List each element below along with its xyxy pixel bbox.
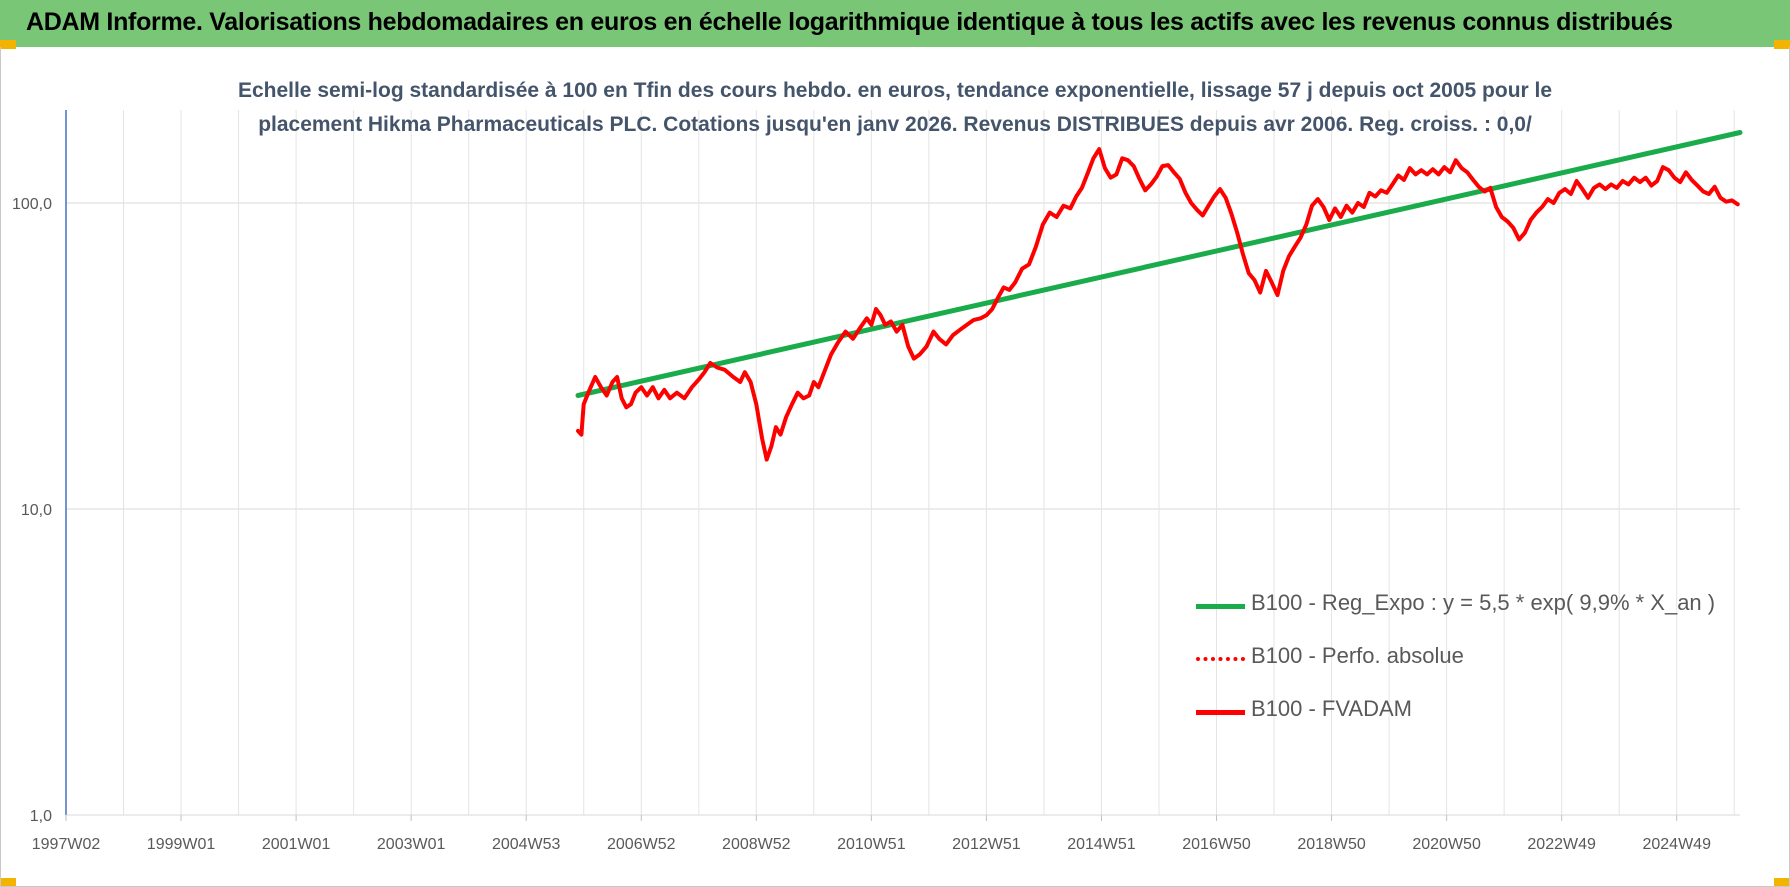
y-tick-label: 100,0 xyxy=(12,196,52,213)
legend-label-perfo-absolue: B100 - Perfo. absolue xyxy=(1251,643,1464,668)
x-tick-label: 2004W53 xyxy=(492,836,561,853)
corner-marker-bottom-left xyxy=(0,878,16,887)
corner-marker-right xyxy=(1774,40,1790,49)
x-tick-label: 2006W52 xyxy=(607,836,676,853)
title-banner: ADAM Informe. Valorisations hebdomadaire… xyxy=(0,0,1790,47)
y-tick-label: 10,0 xyxy=(21,502,52,519)
x-tick-label: 2018W50 xyxy=(1297,836,1366,853)
x-tick-label: 2003W01 xyxy=(377,836,446,853)
series-layer xyxy=(575,130,1743,462)
page-title: ADAM Informe. Valorisations hebdomadaire… xyxy=(26,8,1673,36)
x-tick-label: 2001W01 xyxy=(262,836,331,853)
legend-swatch-fvadam xyxy=(1196,710,1245,715)
x-tick-label: 2022W49 xyxy=(1527,836,1596,853)
series-fvadam-line xyxy=(576,147,1740,462)
x-tick-label: 2014W51 xyxy=(1067,836,1136,853)
x-tick-label: 2024W49 xyxy=(1642,836,1711,853)
legend-swatch-regression xyxy=(1196,604,1245,609)
x-axis-ticks: 1997W02 1999W01 2001W01 2003W01 2004W53 2006W… xyxy=(32,814,1740,853)
x-tick-label: 2008W52 xyxy=(722,836,791,853)
legend-label-fvadam: B100 - FVADAM xyxy=(1251,696,1412,721)
grid xyxy=(65,110,1740,816)
corner-marker-left xyxy=(0,40,16,49)
corner-marker-bottom-right xyxy=(1774,878,1790,887)
x-tick-label: 2016W50 xyxy=(1182,836,1251,853)
legend-swatch-perfo-absolue xyxy=(1196,657,1245,661)
x-tick-label: 1999W01 xyxy=(147,836,216,853)
x-tick-label: 1997W02 xyxy=(32,836,101,853)
x-tick-label: 2012W51 xyxy=(952,836,1021,853)
chart-subtitle-line-2: placement Hikma Pharmaceuticals PLC. Cot… xyxy=(258,113,1532,136)
y-axis-ticks: 1,0 10,0 100,0 xyxy=(12,196,52,825)
legend-label-regression: B100 - Reg_Expo : y = 5,5 * exp( 9,9% * … xyxy=(1251,590,1716,615)
series-regression-line xyxy=(575,130,1743,398)
x-tick-label: 2010W51 xyxy=(837,836,906,853)
x-tick-label: 2020W50 xyxy=(1412,836,1481,853)
chart-subtitle-line-1: Echelle semi-log standardisée à 100 en T… xyxy=(237,79,1553,102)
y-tick-label: 1,0 xyxy=(30,808,52,825)
